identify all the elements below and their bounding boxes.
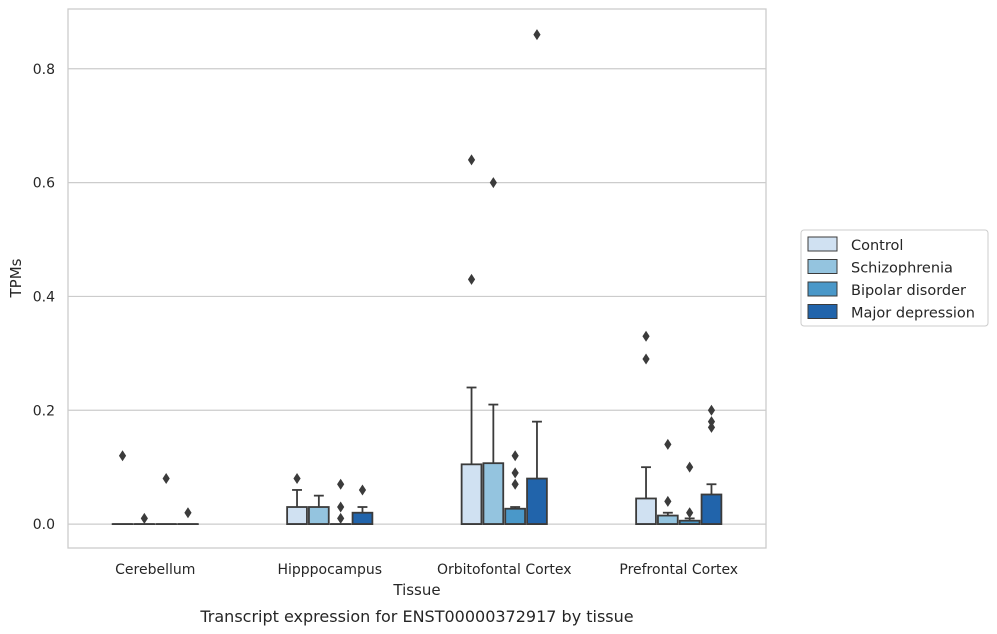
- outlier-point: [293, 473, 301, 485]
- box-group: [700, 404, 723, 525]
- x-axis-label: Tissue: [392, 581, 440, 599]
- y-tick-label: 0.0: [33, 517, 55, 533]
- outlier-point: [642, 353, 650, 365]
- x-tick-label: Hipppocampus: [277, 562, 382, 578]
- x-tick-label: Orbitofontal Cortex: [437, 562, 572, 578]
- box-group: [155, 473, 177, 526]
- outlier-point: [707, 416, 716, 428]
- outlier-point: [642, 330, 650, 342]
- box-group: [308, 494, 330, 525]
- outlier-point: [337, 501, 345, 513]
- box-group: [635, 330, 657, 525]
- box-marks: [111, 29, 723, 526]
- box-group: [133, 512, 156, 526]
- outlier-point: [664, 495, 672, 507]
- y-axis-label: TPMs: [7, 258, 25, 298]
- y-tick-label: 0.4: [33, 289, 55, 305]
- y-tick-labels: 0.0 0.2 0.4 0.6 0.8: [33, 62, 55, 533]
- outlier-point: [118, 450, 127, 462]
- legend-swatch: [807, 236, 838, 252]
- box: [482, 462, 505, 525]
- outlier-point: [162, 473, 170, 485]
- legend-swatch: [807, 281, 838, 297]
- outlier-point: [686, 507, 694, 519]
- box: [460, 463, 483, 525]
- legend-label: Bipolar disorder: [851, 283, 966, 299]
- box-group: [657, 438, 679, 525]
- outlier-point: [184, 507, 192, 519]
- box-group: [351, 484, 374, 525]
- box: [635, 497, 657, 525]
- box: [504, 507, 526, 525]
- chart-caption: Transcript expression for ENST0000037291…: [199, 607, 633, 626]
- box-group: [329, 478, 352, 526]
- box-group: [460, 154, 483, 525]
- grid-lines: [68, 68, 766, 525]
- legend-swatch: [807, 304, 838, 319]
- y-tick-label: 0.6: [33, 176, 55, 192]
- outlier-point: [511, 450, 519, 462]
- legend-swatch: [807, 259, 838, 274]
- legend-frame: [800, 229, 989, 327]
- outlier-point: [337, 478, 345, 490]
- box-group: [286, 473, 308, 525]
- box-group: [111, 450, 134, 526]
- x-tick-label: Prefrontal Cortex: [619, 562, 738, 578]
- legend-label: Major depression: [851, 306, 975, 322]
- x-tick-label: Cerebellum: [115, 562, 195, 578]
- box: [700, 493, 723, 525]
- outlier-point: [533, 29, 541, 41]
- outlier-point: [467, 273, 476, 285]
- box: [526, 477, 548, 525]
- outlier-point: [467, 154, 476, 166]
- x-tick-labels: Cerebellum Hipppocampus Orbitofontal Corte…: [115, 562, 738, 578]
- outlier-point: [707, 421, 716, 433]
- box-group: [504, 450, 526, 525]
- box-group: [526, 29, 548, 525]
- legend-label: Control: [851, 238, 903, 254]
- outlier-point: [337, 512, 345, 524]
- outlier-point: [664, 438, 672, 450]
- plot-area-frame: [67, 8, 767, 549]
- outlier-point: [511, 467, 519, 479]
- legend-label: Schizophrenia: [851, 261, 953, 277]
- outlier-point: [707, 404, 716, 416]
- box: [286, 506, 308, 525]
- outlier-point: [140, 512, 148, 524]
- box: [308, 506, 330, 525]
- y-tick-label: 0.2: [33, 403, 55, 419]
- box-group: [678, 461, 701, 525]
- y-tick-label: 0.8: [33, 62, 55, 78]
- outlier-point: [489, 177, 497, 189]
- box: [657, 514, 679, 525]
- box: [351, 511, 374, 525]
- outlier-point: [358, 484, 367, 496]
- box-group: [482, 177, 505, 525]
- legend: Control Schizophrenia Bipolar disorder Majo…: [800, 229, 989, 327]
- outlier-point: [511, 478, 519, 490]
- box-group: [177, 507, 199, 526]
- outlier-point: [686, 461, 694, 473]
